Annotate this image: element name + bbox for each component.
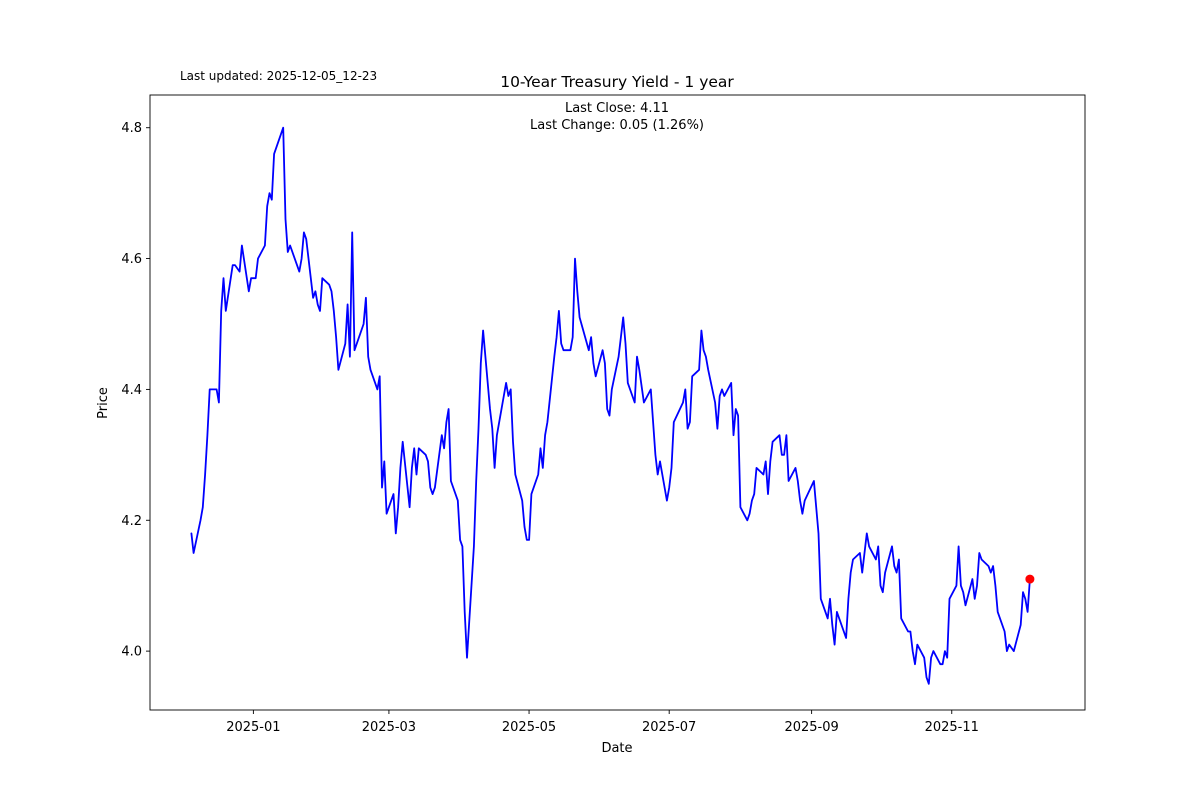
x-tick-label: 2025-09 — [784, 720, 838, 735]
x-tick-label: 2025-01 — [226, 720, 280, 735]
y-tick-label: 4.6 — [121, 252, 142, 267]
last-updated-label: Last updated: 2025-12-05_12-23 — [180, 69, 377, 83]
price-line — [190, 126, 1031, 685]
x-tick-label: 2025-03 — [362, 720, 416, 735]
x-axis-label: Date — [601, 741, 632, 756]
x-tick-label: 2025-05 — [502, 720, 556, 735]
y-axis-label: Price — [96, 387, 111, 419]
annotation-last-close: Last Close: 4.11 — [565, 101, 669, 116]
price-line-group — [190, 126, 1035, 685]
chart-title: 10-Year Treasury Yield - 1 year — [500, 73, 734, 91]
y-tick-label: 4.4 — [121, 383, 142, 398]
y-tick-label: 4.2 — [121, 514, 142, 529]
annotation-last-change: Last Change: 0.05 (1.26%) — [530, 118, 704, 133]
x-tick-label: 2025-07 — [642, 720, 696, 735]
y-tick-label: 4.8 — [121, 121, 142, 136]
y-tick-label: 4.0 — [121, 645, 142, 660]
axis-ticks: 4.0 4.2 4.4 4.6 4.8 2025-01 2025-03 2025-05 2025… — [121, 121, 979, 735]
x-tick-label: 2025-11 — [925, 720, 979, 735]
last-price-marker — [1025, 574, 1035, 584]
plot-border — [149, 94, 1086, 711]
